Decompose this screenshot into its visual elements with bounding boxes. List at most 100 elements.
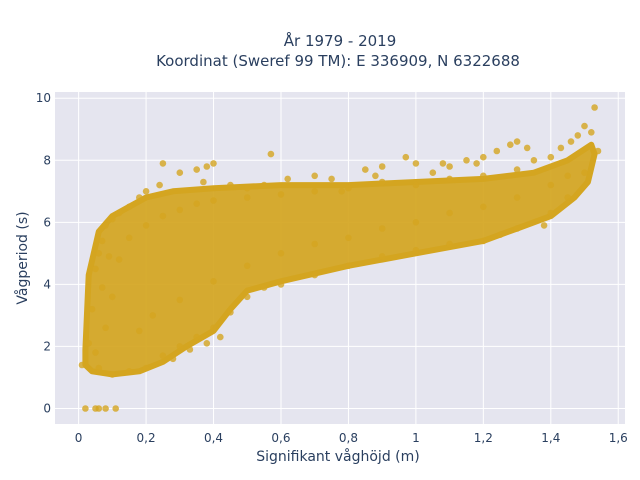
data-point — [210, 197, 217, 204]
x-tick-label: 1,2 — [474, 431, 493, 445]
data-point — [581, 122, 588, 130]
y-tick-label: 4 — [43, 277, 51, 291]
data-point — [547, 153, 555, 161]
x-axis-title: Signifikant våghöjd (m) — [256, 448, 419, 465]
data-point — [203, 340, 211, 347]
data-point — [547, 181, 555, 189]
data-point — [210, 324, 217, 332]
data-point — [142, 364, 150, 372]
data-point — [115, 256, 123, 263]
data-point — [493, 147, 501, 155]
data-point — [277, 191, 285, 198]
data-point — [109, 215, 116, 223]
data-point — [125, 368, 133, 375]
data-point — [193, 333, 200, 341]
data-point — [102, 405, 109, 412]
data-point — [446, 175, 453, 183]
data-point — [412, 181, 420, 189]
x-tick-label: 0,4 — [204, 431, 223, 445]
y-tick-label: 6 — [43, 215, 51, 229]
data-point — [227, 309, 234, 316]
data-point — [260, 181, 268, 189]
data-point — [115, 209, 123, 217]
data-point — [176, 169, 184, 176]
data-point — [564, 194, 571, 201]
data-point — [277, 281, 285, 288]
data-point — [102, 324, 109, 332]
data-point — [540, 222, 548, 229]
data-point — [200, 178, 207, 186]
data-point — [412, 246, 420, 254]
data-point — [112, 405, 119, 412]
data-point — [203, 163, 211, 170]
data-point — [591, 104, 598, 111]
data-point — [513, 225, 521, 232]
x-tick-label: 1 — [412, 431, 420, 445]
data-point — [176, 296, 184, 304]
data-point — [412, 160, 420, 167]
x-tick-label: 0 — [75, 431, 83, 445]
data-point — [311, 271, 319, 279]
data-point — [372, 172, 379, 180]
data-point — [125, 203, 133, 211]
data-point — [260, 284, 268, 291]
data-point — [102, 222, 109, 229]
data-point — [78, 361, 86, 369]
data-point — [217, 333, 224, 341]
data-point — [136, 327, 143, 335]
data-point — [311, 240, 319, 248]
data-point — [412, 219, 420, 226]
data-point — [95, 405, 103, 412]
data-point — [98, 284, 106, 291]
data-point — [142, 188, 150, 195]
data-point — [277, 250, 285, 257]
x-tick-label: 0,2 — [137, 431, 156, 445]
data-point — [186, 346, 194, 353]
data-point — [210, 278, 217, 285]
data-point — [267, 150, 275, 158]
data-point — [243, 262, 251, 270]
data-point — [429, 169, 437, 176]
data-point — [588, 129, 595, 136]
y-tick-label: 0 — [43, 401, 51, 415]
data-point — [243, 194, 251, 201]
data-point — [463, 157, 470, 164]
data-point — [530, 157, 538, 164]
chart-title-line1: År 1979 - 2019 — [284, 31, 397, 50]
chart-title-line2: Koordinat (Sweref 99 TM): E 336909, N 63… — [156, 52, 520, 70]
data-point — [169, 355, 177, 363]
data-point — [311, 188, 319, 195]
data-point — [480, 153, 487, 161]
data-point — [567, 138, 575, 145]
data-point — [557, 144, 565, 152]
data-point — [378, 225, 386, 232]
data-point — [513, 138, 521, 145]
data-point — [193, 200, 200, 207]
data-point — [243, 293, 251, 301]
data-point — [328, 175, 335, 183]
data-point — [594, 147, 602, 155]
x-tick-label: 0,6 — [271, 431, 290, 445]
data-point — [345, 262, 352, 270]
data-point — [92, 265, 99, 273]
data-point — [547, 209, 555, 217]
data-point — [496, 231, 504, 238]
data-point — [473, 160, 480, 167]
y-tick-label: 2 — [43, 339, 51, 353]
data-point — [513, 166, 521, 173]
data-point — [345, 234, 352, 242]
data-point — [149, 312, 157, 319]
data-point — [227, 181, 234, 189]
data-point — [480, 203, 487, 211]
data-point — [439, 160, 447, 167]
data-point — [125, 234, 133, 242]
data-point — [284, 175, 292, 183]
data-point — [402, 153, 410, 161]
x-tick-labels: 0 0,2 0,4 0,6 0,8 1 1,2 1,4 1,6 — [75, 431, 628, 445]
data-point — [378, 253, 386, 260]
x-tick-label: 1,4 — [541, 431, 560, 445]
data-point — [92, 349, 99, 356]
data-point — [82, 405, 89, 412]
data-point — [480, 172, 487, 180]
